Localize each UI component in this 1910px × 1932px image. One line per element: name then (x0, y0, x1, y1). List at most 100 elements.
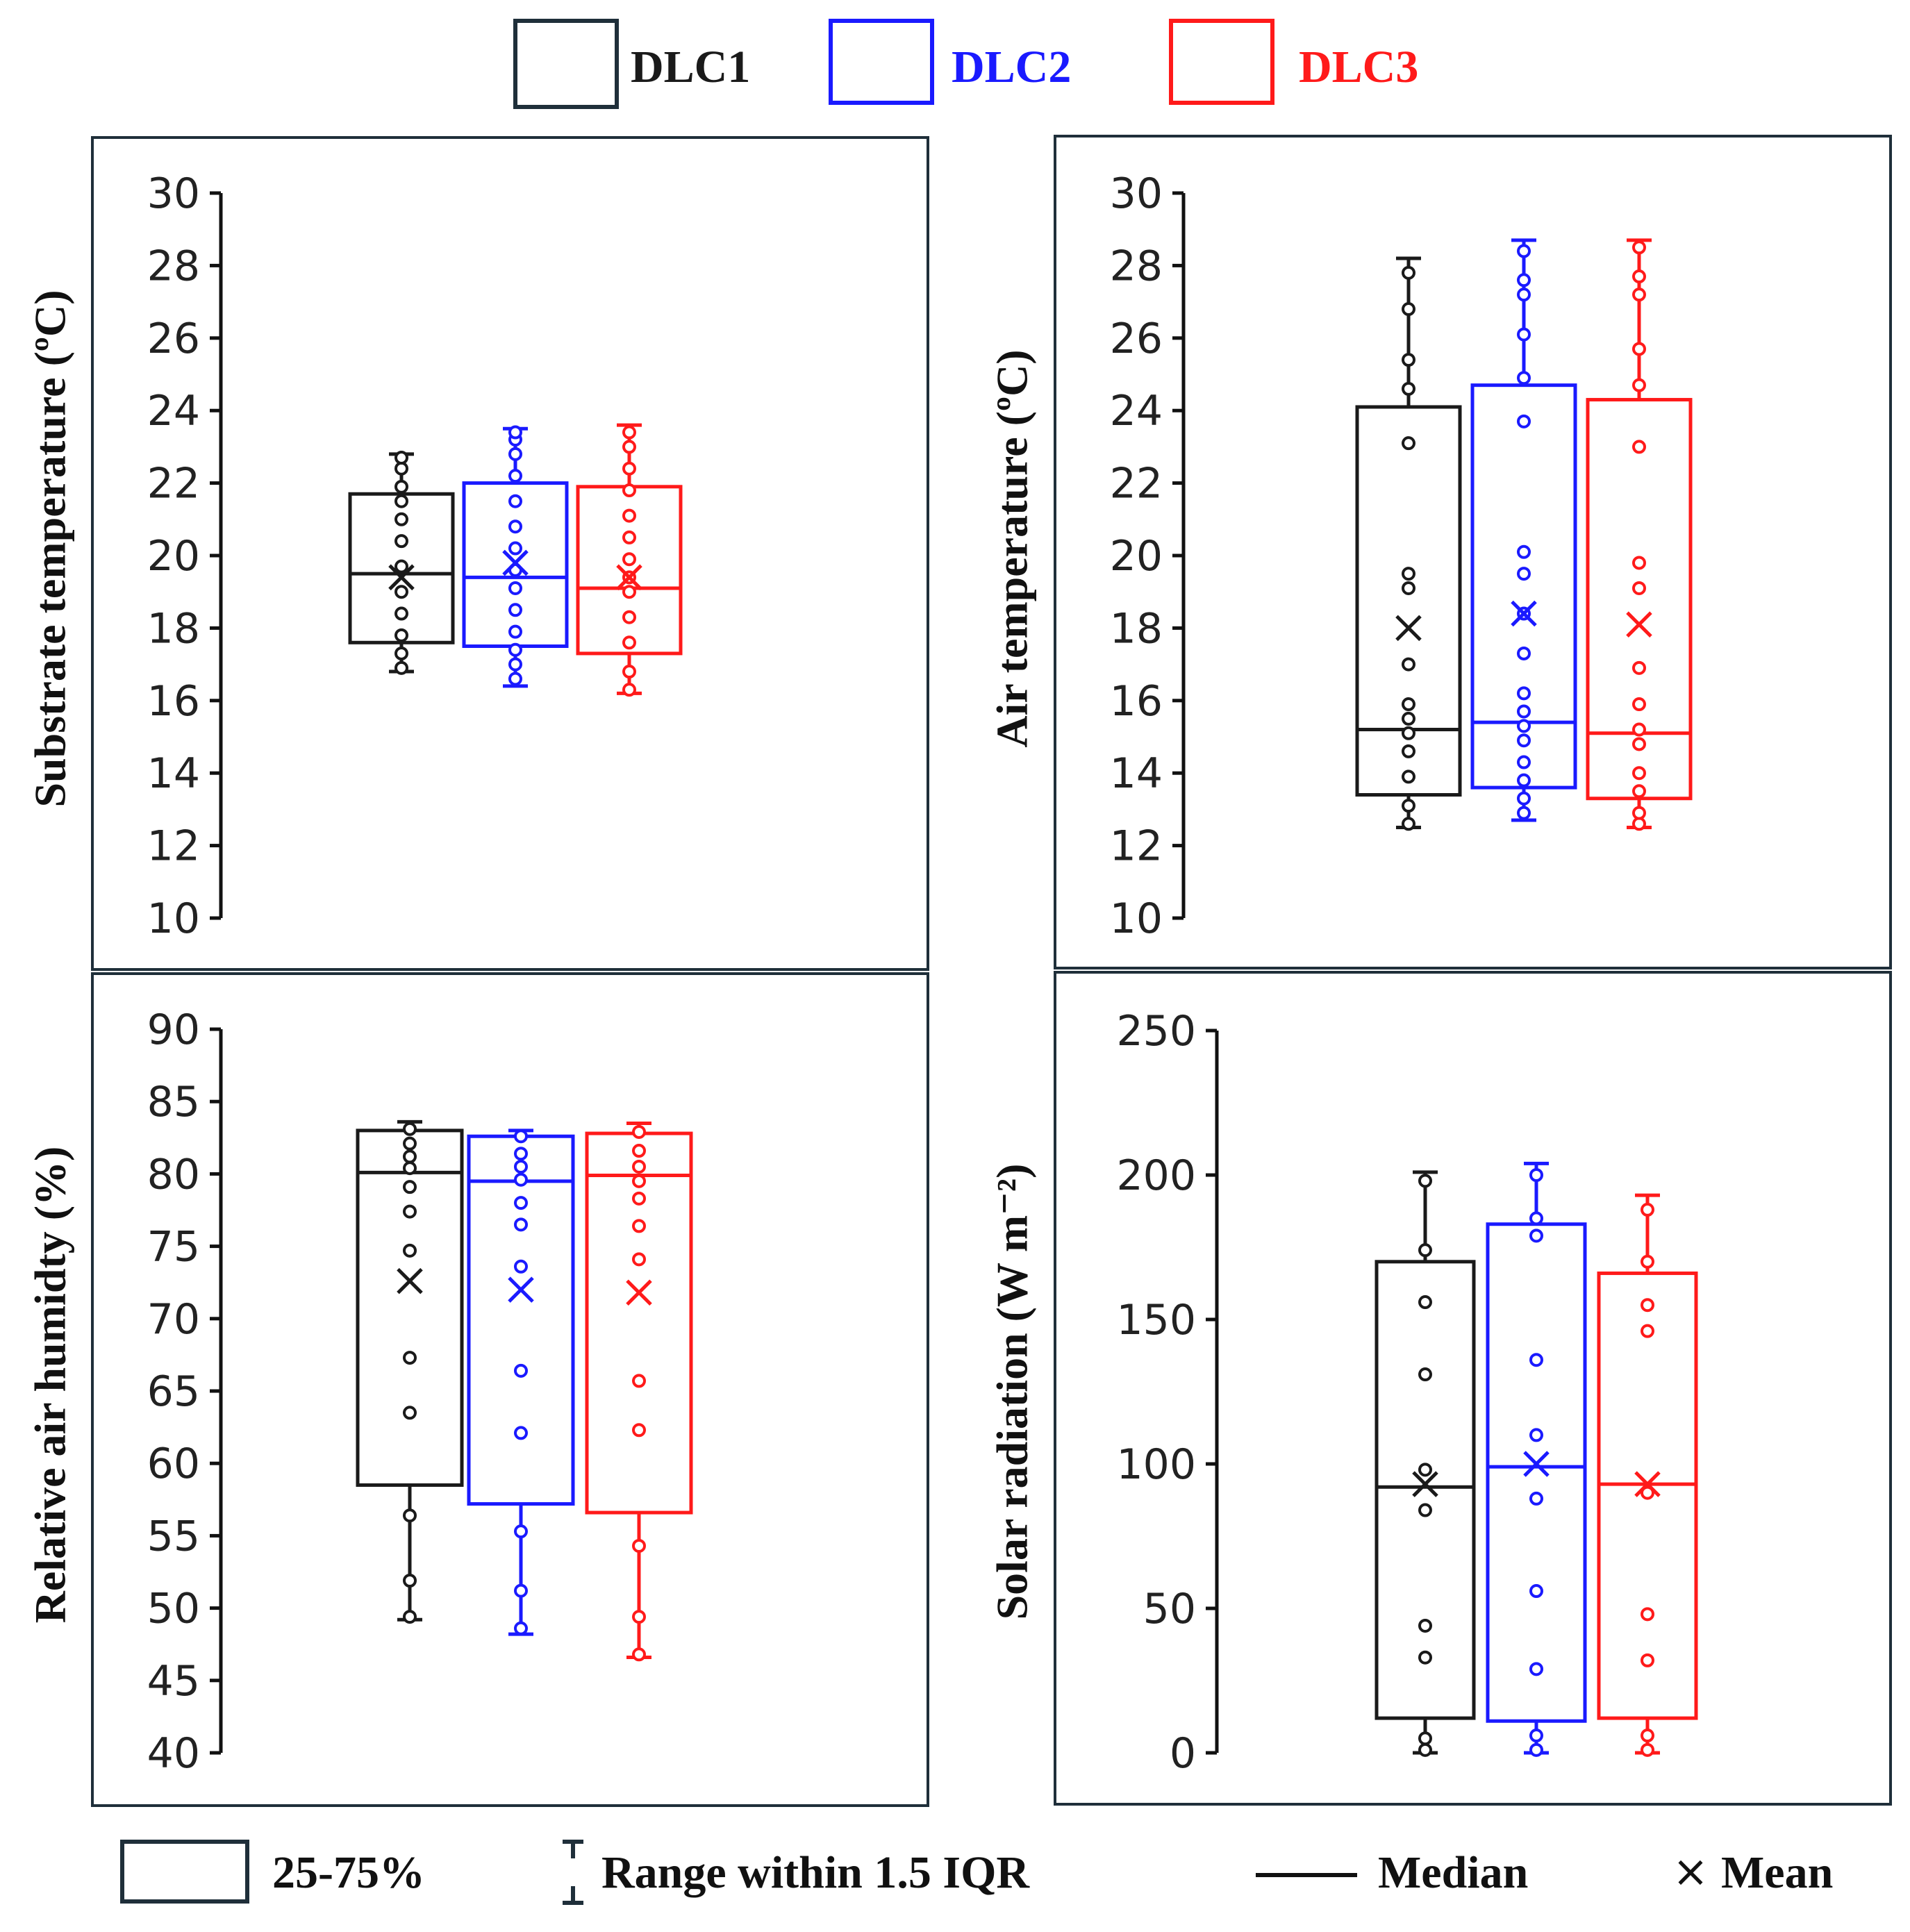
data-point (632, 1538, 646, 1553)
legend-swatch-dlc2 (829, 19, 934, 105)
data-point (508, 519, 522, 534)
legend-label-dlc3: DLC3 (1299, 42, 1418, 92)
key-box-swatch (120, 1840, 249, 1904)
mean-marker (1626, 611, 1652, 638)
legend-swatch-dlc1 (513, 19, 619, 109)
y-tick-label: 22 (147, 460, 200, 508)
data-point (395, 479, 408, 494)
data-point (1529, 1742, 1543, 1757)
y-axis-title: Solar radiation (W m⁻²) (988, 1164, 1037, 1620)
data-point (1402, 567, 1415, 581)
data-point (1529, 1584, 1543, 1599)
legend-swatch-dlc3 (1169, 19, 1274, 105)
y-tick-label: 26 (147, 315, 200, 363)
data-point (403, 1351, 417, 1365)
data-point (508, 624, 522, 639)
data-point (622, 508, 636, 523)
data-point (1517, 371, 1531, 385)
mean-marker (502, 549, 529, 576)
data-point (403, 1204, 417, 1219)
mean-marker (1395, 615, 1422, 642)
data-point (1402, 381, 1415, 396)
data-point (508, 494, 522, 508)
data-point (1402, 769, 1415, 784)
y-tick-label: 0 (1170, 1729, 1196, 1778)
data-point (514, 1129, 528, 1144)
data-point (1402, 744, 1415, 758)
y-tick-label: 24 (1110, 387, 1163, 435)
y-tick-label: 14 (1110, 749, 1163, 798)
data-point (514, 1363, 528, 1378)
y-tick-label: 65 (147, 1367, 200, 1416)
box-dlc3 (1597, 1193, 1698, 1757)
chart-solar-radiation: 0 50 100 150 200 250 Solar radiation (W m⁻²) (988, 1007, 1698, 1778)
data-point (514, 1426, 528, 1440)
data-point (1517, 806, 1531, 820)
mean-marker (626, 1279, 652, 1306)
data-point (1632, 240, 1646, 255)
data-point (1517, 719, 1531, 733)
data-point (1517, 704, 1531, 719)
box-dlc2 (462, 425, 569, 688)
iqr-box (467, 1134, 575, 1506)
y-tick-label: 100 (1116, 1440, 1196, 1489)
box-dlc3 (576, 423, 683, 697)
data-point (1402, 711, 1415, 726)
y-axis-title: Relative air humidty (%) (26, 1147, 75, 1624)
data-point (1517, 327, 1531, 342)
y-tick-label: 50 (1143, 1585, 1196, 1633)
data-point (1632, 660, 1646, 675)
data-point (632, 1374, 646, 1388)
data-point (1632, 817, 1646, 831)
data-point (1517, 646, 1531, 660)
data-point (1517, 773, 1531, 788)
chart-relative-air-humidity: 40 45 50 55 60 65 70 75 80 85 90 Relative air humid… (26, 1006, 693, 1778)
iqr-box (1486, 1222, 1587, 1723)
legend-label-dlc1: DLC1 (631, 42, 750, 92)
data-point (1517, 414, 1531, 428)
iqr-box (1586, 398, 1693, 801)
data-point (1529, 1168, 1543, 1182)
y-tick-label: 16 (147, 677, 200, 726)
data-point (1418, 1243, 1432, 1258)
data-point (622, 530, 636, 544)
data-point (1632, 556, 1646, 570)
data-point (1641, 1742, 1654, 1757)
data-point (1641, 1607, 1654, 1622)
data-point (403, 1180, 417, 1194)
mean-marker (1412, 1471, 1438, 1497)
data-point (1632, 581, 1646, 595)
data-point (632, 1191, 646, 1206)
data-point (403, 1161, 417, 1176)
data-point (622, 665, 636, 679)
data-point (1517, 244, 1531, 258)
y-tick-label: 28 (147, 242, 200, 290)
y-tick-label: 18 (1110, 604, 1163, 653)
data-point (1418, 1731, 1432, 1746)
data-point (403, 1243, 417, 1258)
y-tick-label: 50 (147, 1585, 200, 1633)
data-point (395, 451, 408, 465)
data-point (508, 581, 522, 595)
data-point (514, 1159, 528, 1174)
data-point (1529, 1229, 1543, 1243)
data-point (632, 1423, 646, 1438)
y-axis-title: Substrate temperature (ºC) (26, 290, 75, 807)
data-point (395, 585, 408, 599)
data-point (1517, 567, 1531, 581)
y-tick-label: 26 (1110, 315, 1163, 363)
key-box-label: 25-75% (272, 1847, 425, 1898)
data-point (1632, 722, 1646, 737)
y-tick-label: 24 (147, 387, 200, 435)
box-dlc2 (1486, 1161, 1587, 1757)
mean-marker (1523, 1451, 1550, 1477)
data-point (514, 1147, 528, 1161)
data-point (508, 425, 522, 440)
data-point (1517, 273, 1531, 288)
y-tick-label: 12 (1110, 822, 1163, 871)
data-point (1632, 342, 1646, 356)
y-axis-title: Air temperature (ºC) (988, 349, 1037, 747)
data-point (508, 642, 522, 657)
data-point (1402, 353, 1415, 367)
